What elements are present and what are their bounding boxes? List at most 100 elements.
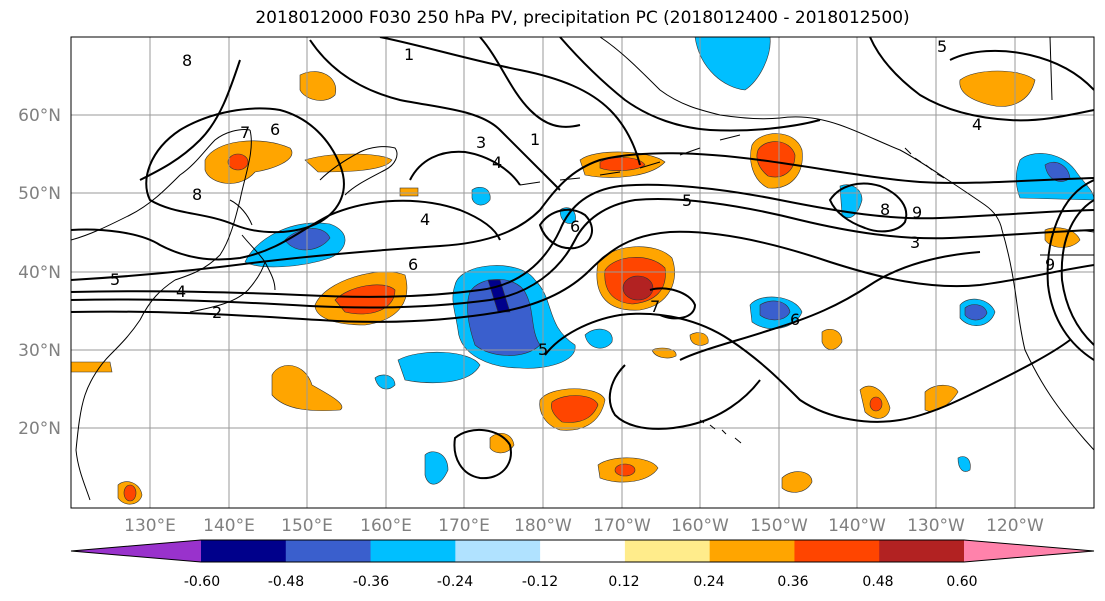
map-frame — [70, 36, 1095, 509]
contour-labels: 8 1 7 6 8 3 1 5 4 6 4 5 4 2 6 7 5 8 9 3 … — [110, 37, 1055, 359]
pv-contour — [679, 251, 981, 361]
pv-contour — [71, 152, 1094, 281]
contour-label: 9 — [1045, 255, 1055, 274]
precip-area — [869, 396, 883, 412]
asia-coastline — [71, 129, 252, 501]
pv-contour — [1046, 179, 1094, 361]
pv-contours — [71, 37, 1094, 480]
contour-label: 6 — [570, 217, 580, 236]
colorbar-tick-label: 0.36 — [777, 574, 808, 590]
contour-label: 6 — [270, 120, 280, 139]
pv-contour — [309, 39, 561, 191]
longitude-labels: 130°E 140°E 150°E 160°E 170°E 180°W 170°… — [124, 516, 1044, 536]
contour-label: 2 — [212, 303, 222, 322]
precip-area — [959, 70, 1036, 107]
precip-area — [756, 141, 796, 178]
map-title: 2018012000 F030 250 hPa PV, precipitatio… — [255, 8, 910, 28]
pv-contour — [71, 199, 501, 261]
contour-label: 3 — [476, 133, 486, 152]
contour-label: 7 — [650, 297, 660, 316]
colorbar-tick-label: 0.12 — [608, 574, 639, 590]
lon-label: 120°W — [986, 516, 1044, 536]
lon-label: 140°W — [828, 516, 886, 536]
contour-label: 6 — [408, 255, 418, 274]
precip-area — [299, 71, 337, 101]
lat-label: 50°N — [18, 184, 61, 204]
colorbar-extend-min — [71, 540, 201, 562]
precip-area — [651, 347, 677, 359]
contour-label: 5 — [110, 270, 120, 289]
lon-label: 160°E — [360, 516, 412, 536]
pv-contour — [559, 37, 821, 132]
latitude-labels: 60°N 50°N 40°N 30°N 20°N — [18, 106, 61, 439]
contour-label: 8 — [880, 200, 890, 219]
contour-label: 9 — [912, 203, 922, 222]
precip-area — [374, 374, 396, 390]
precip-area — [689, 332, 709, 346]
pv-contour — [71, 198, 1094, 309]
pv-contour — [71, 230, 1094, 323]
precip-area — [584, 328, 613, 349]
precip-area — [399, 187, 419, 197]
contour-label: 8 — [182, 51, 192, 70]
lon-label: 150°W — [750, 516, 808, 536]
precip-area — [123, 484, 137, 502]
precip-area — [759, 300, 791, 321]
colorbar-tick-label: -0.60 — [184, 574, 220, 590]
lon-label: 150°E — [281, 516, 333, 536]
pv-contour — [544, 312, 1071, 423]
precip-area — [957, 456, 971, 472]
pv-contour — [1060, 199, 1094, 346]
precip-area — [781, 471, 813, 493]
contour-label: 1 — [404, 45, 414, 64]
lon-label: 180°W — [514, 516, 572, 536]
colorbar-segment — [370, 540, 456, 562]
colorbar-segment — [879, 540, 965, 562]
contour-label: 8 — [192, 185, 202, 204]
pv-contour — [949, 49, 1094, 91]
colorbar-tick-label: -0.48 — [268, 574, 304, 590]
colorbar-tick-label: -0.36 — [353, 574, 389, 590]
precip-area — [424, 451, 449, 485]
na-coastline — [1001, 229, 1094, 451]
pv-contour — [649, 287, 697, 320]
pv-contour — [409, 150, 521, 186]
pv-contour — [828, 182, 908, 233]
colorbar-segment — [624, 540, 711, 562]
precip-area — [964, 304, 988, 321]
colorbar-tick-label: 0.60 — [946, 574, 977, 590]
precip-area — [71, 361, 113, 373]
pv-contour — [538, 208, 594, 250]
lat-label: 40°N — [18, 263, 61, 283]
pv-contour — [453, 428, 512, 480]
contour-label: 4 — [176, 282, 186, 301]
contour-label: 4 — [972, 115, 982, 134]
precip-area — [304, 153, 393, 173]
contour-label: 4 — [492, 153, 502, 172]
pv-contour — [869, 37, 1094, 122]
pv-contour — [479, 37, 581, 128]
pv-contour — [379, 37, 641, 166]
precip-area — [551, 395, 599, 423]
colorbar-tick-label: -0.24 — [437, 574, 473, 590]
contour-label: 6 — [790, 310, 800, 329]
colorbar-tick-label: -0.12 — [522, 574, 558, 590]
contour-label: 5 — [538, 340, 548, 359]
lon-label: 160°W — [671, 516, 729, 536]
colorbar-segment — [540, 540, 626, 562]
colorbar-segment — [794, 540, 880, 562]
colorbar-extend-max — [964, 540, 1094, 562]
contour-label: 1 — [530, 130, 540, 149]
precip-area — [622, 275, 654, 301]
colorbar-tick-label: 0.48 — [862, 574, 893, 590]
pv-contour — [145, 107, 345, 234]
pv-contour — [139, 59, 241, 181]
colorbar-segment — [709, 540, 795, 562]
contour-label: 5 — [682, 191, 692, 210]
colorbar-outline — [70, 539, 1095, 563]
lon-label: 140°E — [203, 516, 255, 536]
lon-label: 170°W — [593, 516, 651, 536]
lon-label: 130°E — [124, 516, 176, 536]
coast-islands — [904, 147, 945, 179]
precip-area — [694, 37, 771, 91]
